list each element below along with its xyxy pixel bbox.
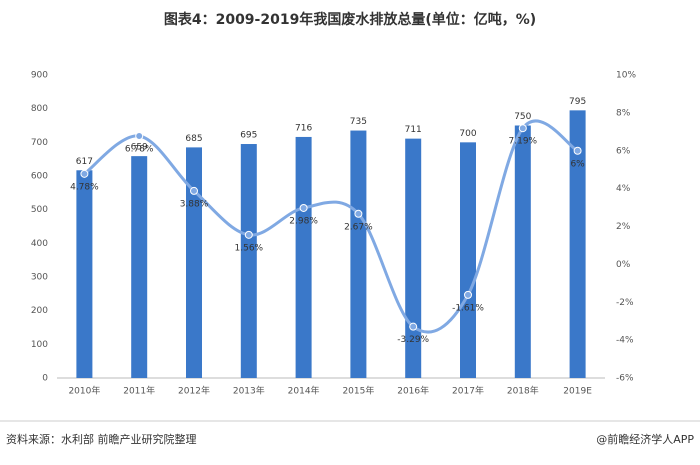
bar xyxy=(569,110,586,378)
line-value-label: 3.88% xyxy=(180,199,209,209)
credit: @前瞻经济学人APP xyxy=(596,432,694,446)
x-tick-label: 2010年 xyxy=(68,385,100,397)
y-tick-label: 800 xyxy=(31,104,48,114)
x-tick-label: 2017年 xyxy=(452,385,484,397)
y2-tick-label: 10% xyxy=(616,71,636,81)
line-value-label: 6% xyxy=(570,159,585,169)
chart-title: 图表4：2009-2019年我国废水排放总量(单位：亿吨，%) xyxy=(164,11,536,28)
y2-tick-label: -2% xyxy=(616,298,634,308)
x-tick-label: 2016年 xyxy=(397,385,429,397)
line-value-label: 6.78% xyxy=(125,144,154,154)
line-marker xyxy=(135,131,144,140)
line xyxy=(83,119,579,334)
y2-tick-label: -6% xyxy=(616,374,634,384)
y-tick-label: 700 xyxy=(31,138,48,148)
bar xyxy=(350,130,367,378)
line-value-label: 1.56% xyxy=(235,243,264,253)
y2-tick-label: 4% xyxy=(616,184,631,194)
bar-value-label: 795 xyxy=(569,97,586,107)
y-tick-label: 200 xyxy=(31,306,48,316)
y-tick-label: 300 xyxy=(31,273,48,283)
line-marker xyxy=(80,169,89,178)
x-tick-label: 2013年 xyxy=(233,385,265,397)
bar-value-label: 659 xyxy=(131,143,148,153)
line-marker xyxy=(354,209,363,218)
bar xyxy=(76,170,93,378)
x-tick-label: 2019E xyxy=(563,387,592,397)
bar-value-label: 711 xyxy=(405,125,422,135)
y2-tick-label: 2% xyxy=(616,222,631,232)
line-marker xyxy=(299,203,308,212)
bar-value-label: 700 xyxy=(459,129,476,139)
bar xyxy=(405,138,422,378)
bar-value-label: 735 xyxy=(350,117,367,127)
bar-value-label: 716 xyxy=(295,123,312,133)
line-value-label: 4.78% xyxy=(70,182,99,192)
source: 资料来源：水利部 前瞻产业研究院整理 xyxy=(6,432,197,446)
line-value-label: -3.29% xyxy=(397,335,429,345)
y-tick-label: 500 xyxy=(31,205,48,215)
y2-tick-label: 0% xyxy=(616,260,631,270)
y-tick-label: 100 xyxy=(31,340,48,350)
y-tick-label: 900 xyxy=(31,71,48,81)
x-tick-label: 2018年 xyxy=(507,385,539,397)
bar xyxy=(240,144,257,378)
line-marker xyxy=(464,290,472,299)
bar-value-label: 750 xyxy=(514,112,531,122)
bar xyxy=(186,147,202,378)
bar xyxy=(514,125,531,378)
bar-value-label: 685 xyxy=(185,134,202,144)
line-value-label: -1.61% xyxy=(452,303,484,313)
bar-value-label: 617 xyxy=(76,157,93,167)
line-marker xyxy=(190,186,198,195)
line-marker xyxy=(244,230,253,239)
x-tick-label: 2012年 xyxy=(178,385,210,397)
line-marker xyxy=(573,146,582,155)
line-value-label: 7.19% xyxy=(509,137,538,147)
y-tick-label: 400 xyxy=(31,239,48,249)
line-value-label: 2.98% xyxy=(289,216,318,226)
x-tick-label: 2015年 xyxy=(342,385,374,397)
bar xyxy=(460,142,476,378)
x-tick-label: 2014年 xyxy=(288,385,320,397)
y2-tick-label: -4% xyxy=(616,336,634,346)
line-marker xyxy=(518,124,527,133)
y-tick-label: 600 xyxy=(31,172,48,182)
y2-tick-label: 8% xyxy=(616,108,631,118)
bar xyxy=(295,136,312,378)
line-marker xyxy=(409,322,418,331)
y2-tick-label: 6% xyxy=(616,146,631,156)
line-value-label: 2.67% xyxy=(344,222,373,232)
y-tick-label: 0 xyxy=(42,374,48,384)
x-tick-label: 2011年 xyxy=(123,385,155,397)
bar-value-label: 695 xyxy=(240,131,257,141)
bar xyxy=(131,156,148,378)
